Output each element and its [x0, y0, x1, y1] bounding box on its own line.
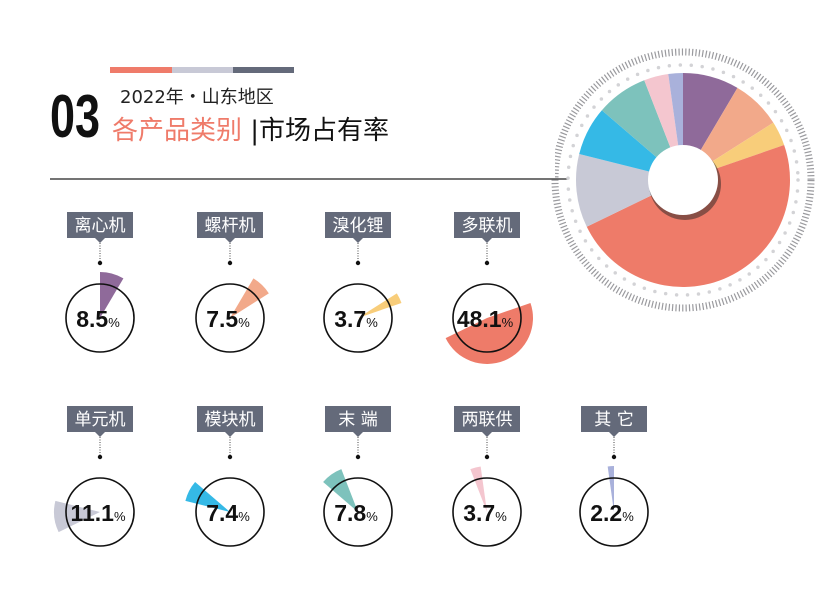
- pie-slice-4: [576, 154, 683, 227]
- value-circle: [65, 283, 135, 353]
- label-tag: [325, 212, 391, 238]
- connector-dot: [227, 260, 233, 266]
- outer-tick-ring: [551, 48, 815, 312]
- value-wedge: [358, 293, 402, 318]
- category-label: 溴化锂: [333, 216, 384, 236]
- category-label: 单元机: [75, 410, 126, 430]
- connector-dot: [97, 260, 103, 266]
- category-label: 螺杆机: [205, 216, 256, 236]
- title-part2: 市场占有率: [259, 116, 390, 146]
- label-tag: [454, 406, 520, 432]
- value-label: 2.2%: [590, 500, 634, 526]
- label-tag: [197, 406, 263, 432]
- accent-bar: [233, 67, 294, 73]
- value-label: 3.7%: [334, 306, 378, 332]
- value-label: 7.5%: [206, 306, 250, 332]
- donut-hole: [648, 145, 718, 215]
- chart-title: 各产品类别 |市场占有率: [112, 110, 389, 147]
- category-label: 多联机: [462, 216, 513, 236]
- category-panel-7: 两联供 3.7%: [452, 406, 522, 547]
- value-label: 7.4%: [206, 500, 250, 526]
- value-circle: [579, 477, 649, 547]
- category-panel-2: 溴化锂 3.7%: [323, 212, 402, 353]
- label-tag: [67, 406, 133, 432]
- value-wedge: [185, 482, 230, 512]
- label-tag: [454, 212, 520, 238]
- label-tag-pointer: [95, 238, 105, 243]
- value-circle: [452, 477, 522, 547]
- dotted-ring: [566, 63, 800, 297]
- label-tag: [325, 406, 391, 432]
- value-wedge: [323, 469, 358, 512]
- connector-dot: [611, 454, 617, 460]
- label-tag-pointer: [482, 238, 492, 243]
- subtitle: 2022年・山东地区: [120, 87, 274, 108]
- category-panel-0: 离心机 8.5%: [65, 212, 135, 353]
- category-label: 两联供: [462, 410, 513, 430]
- title-separator: |: [250, 116, 260, 146]
- value-circle: [323, 283, 393, 353]
- ring-gap: [545, 138, 555, 178]
- value-label: 3.7%: [463, 500, 507, 526]
- category-panel-6: 末 端 7.8%: [323, 406, 393, 547]
- value-circle: [65, 477, 135, 547]
- value-circle: [195, 283, 265, 353]
- category-panel-8: 其 它 2.2%: [579, 406, 649, 547]
- label-tag: [581, 406, 647, 432]
- section-number: 03: [50, 83, 101, 150]
- category-panel-5: 模块机 7.4%: [185, 406, 265, 547]
- category-label: 模块机: [205, 410, 256, 430]
- label-tag-pointer: [225, 432, 235, 437]
- label-tag: [67, 212, 133, 238]
- accent-bar: [110, 67, 172, 73]
- value-circle: [323, 477, 393, 547]
- accent-bar: [172, 67, 233, 73]
- value-wedge: [100, 272, 124, 318]
- value-circle: [452, 283, 522, 353]
- value-circle: [195, 477, 265, 547]
- category-label: 其 它: [594, 410, 633, 430]
- value-label: 7.8%: [334, 500, 378, 526]
- title-part1: 各产品类别: [112, 116, 243, 146]
- label-tag-pointer: [95, 432, 105, 437]
- category-panel-4: 单元机 11.1%: [53, 406, 135, 547]
- category-panel-1: 螺杆机 7.5%: [195, 212, 269, 353]
- label-tag-pointer: [609, 432, 619, 437]
- value-wedge: [230, 278, 269, 318]
- label-tag-pointer: [482, 432, 492, 437]
- value-label: 48.1%: [457, 306, 514, 332]
- connector-dot: [355, 454, 361, 460]
- value-wedge: [445, 302, 533, 364]
- connector-dot: [484, 260, 490, 266]
- value-label: 11.1%: [70, 500, 126, 526]
- label-tag-pointer: [225, 238, 235, 243]
- value-label: 8.5%: [76, 306, 120, 332]
- label-tag-pointer: [353, 238, 363, 243]
- connector-dot: [227, 454, 233, 460]
- category-panel-3: 多联机 48.1%: [445, 212, 533, 364]
- label-tag-pointer: [353, 432, 363, 437]
- connector-dot: [97, 454, 103, 460]
- connector-dot: [484, 454, 490, 460]
- category-label: 离心机: [75, 216, 126, 236]
- value-wedge: [470, 466, 487, 512]
- category-label: 末 端: [338, 410, 377, 430]
- label-tag: [197, 212, 263, 238]
- connector-dot: [355, 260, 361, 266]
